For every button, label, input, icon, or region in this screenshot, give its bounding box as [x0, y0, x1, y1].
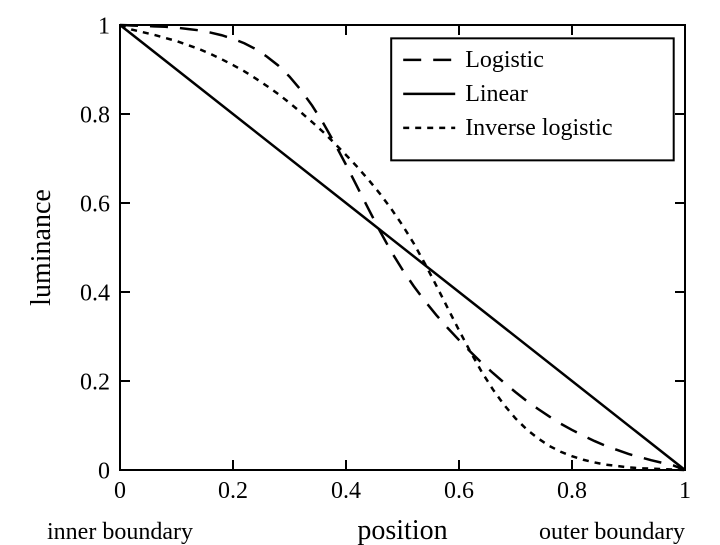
- luminance-position-chart: 0 0.2 0.4 0.6 0.8 1 0 0.2 0.4 0.6 0.8 1 position lumi…: [0, 0, 720, 545]
- svg-text:position: position: [357, 515, 447, 545]
- svg-text:outer boundary: outer boundary: [539, 519, 685, 545]
- svg-text:0.8: 0.8: [80, 102, 110, 128]
- svg-text:0.4: 0.4: [80, 280, 110, 306]
- svg-text:0.6: 0.6: [80, 191, 110, 217]
- svg-text:0.2: 0.2: [80, 369, 110, 395]
- chart-container: 0 0.2 0.4 0.6 0.8 1 0 0.2 0.4 0.6 0.8 1 position lumi…: [0, 0, 720, 545]
- svg-text:0.2: 0.2: [218, 478, 248, 504]
- svg-text:1: 1: [679, 478, 691, 504]
- svg-text:Logistic: Logistic: [465, 47, 544, 73]
- svg-text:0.8: 0.8: [557, 478, 587, 504]
- svg-text:Linear: Linear: [465, 81, 528, 107]
- svg-text:0.4: 0.4: [331, 478, 361, 504]
- svg-text:inner boundary: inner boundary: [47, 519, 193, 545]
- svg-text:1: 1: [98, 13, 110, 39]
- svg-text:0: 0: [114, 478, 126, 504]
- svg-text:0.6: 0.6: [444, 478, 474, 504]
- svg-text:0: 0: [98, 458, 110, 484]
- svg-text:Inverse logistic: Inverse logistic: [465, 115, 612, 141]
- svg-text:luminance: luminance: [26, 189, 57, 306]
